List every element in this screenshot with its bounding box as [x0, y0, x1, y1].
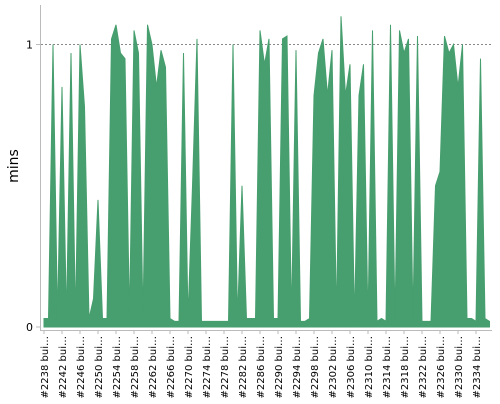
x-tick-label: #2294 bui…: [292, 336, 303, 398]
x-tick-label: #2318 bui…: [400, 336, 411, 398]
x-tick-label: #2278 bui…: [220, 336, 231, 398]
x-tick-label: #2266 bui…: [166, 336, 177, 398]
x-tick-label: #2310 bui…: [364, 336, 375, 398]
area: [43, 16, 490, 328]
x-tick-label: #2322 bui…: [418, 336, 429, 398]
x-tick-label: #2262 bui…: [148, 336, 159, 398]
x-tick-label: #2254 bui…: [112, 336, 123, 398]
x-tick-label: #2286 bui…: [256, 336, 267, 398]
x-tick-label: #2246 bui…: [76, 336, 87, 398]
x-tick-label: #2242 bui…: [58, 336, 69, 398]
x-tick-label: #2290 bui…: [274, 336, 285, 398]
x-tick-label: #2306 bui…: [346, 336, 357, 398]
x-tick-label: #2302 bui…: [328, 336, 339, 398]
x-tick-label: #2282 bui…: [238, 336, 249, 398]
x-tick-label: #2238 bui…: [40, 336, 51, 398]
x-tick-label: #2326 bui…: [436, 336, 447, 398]
x-tick-label: #2250 bui…: [94, 336, 105, 398]
y-axis-label: mins: [6, 149, 22, 183]
x-tick-label: #2334 bui…: [472, 336, 483, 398]
x-tick-label: #2298 bui…: [310, 336, 321, 398]
x-tick-label: #2314 bui…: [382, 336, 393, 398]
x-tick-label: #2258 bui…: [130, 336, 141, 398]
y-tick-label: 0: [26, 321, 33, 334]
x-tick-label: #2274 bui…: [202, 336, 213, 398]
y-tick-label: 1: [26, 39, 33, 52]
x-tick-label: #2270 bui…: [184, 336, 195, 398]
x-tick-label: #2330 bui…: [454, 336, 465, 398]
